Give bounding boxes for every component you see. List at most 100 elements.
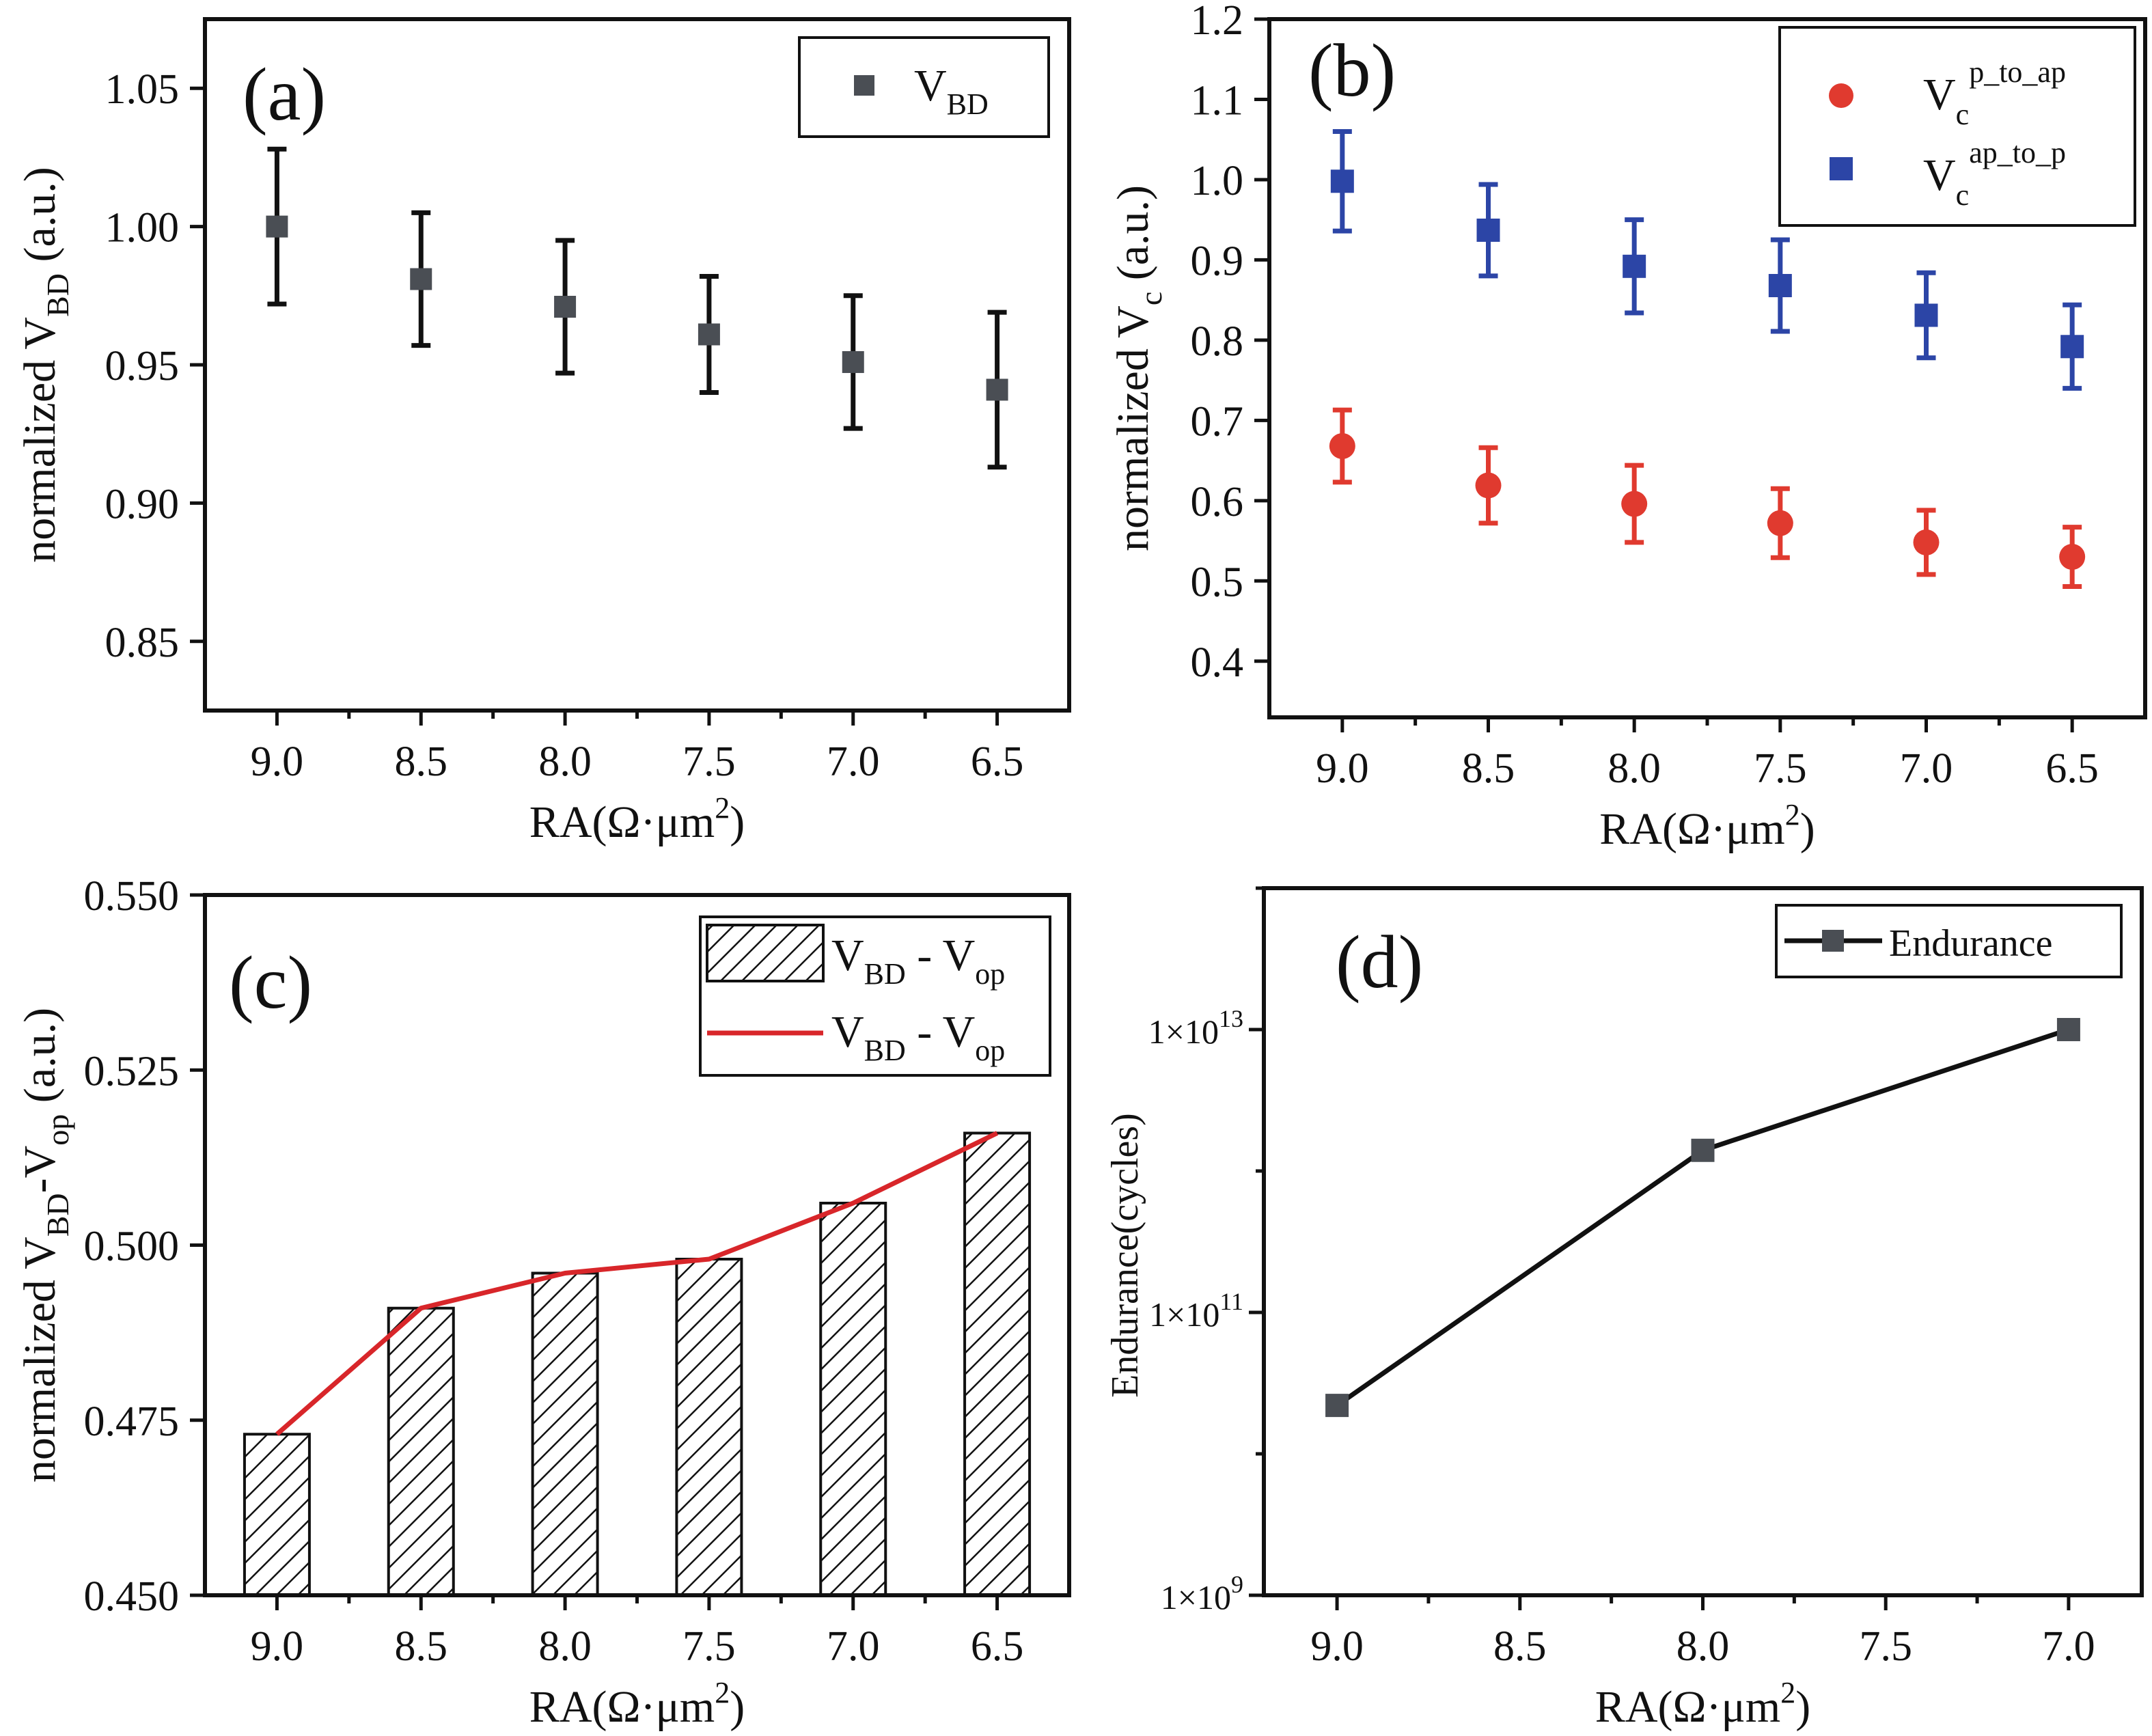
chart-panel-c: 9.0 8.5 8.0 7.5 7.0 6.5 0.450 0.475 0.500 0.525 0.… — [15, 873, 1071, 1732]
legend-marker-circle — [1829, 83, 1853, 108]
y-axis-title: normalized VBD-Vop (a.u.) — [15, 1008, 75, 1483]
x-tick-label: 8.5 — [395, 1623, 448, 1670]
x-axis-title: RA(Ω·μm2) — [529, 1676, 745, 1732]
y-axis-title-unit: (a.u.) — [1108, 185, 1158, 292]
x-axis-title-sup: 2 — [1785, 798, 1800, 831]
x-tick-label: 6.5 — [2045, 745, 2099, 792]
y-axis-title-sub: BD — [40, 273, 75, 317]
data-point-square — [1623, 254, 1646, 278]
y-tick-label: 1×1011 — [1149, 1288, 1243, 1334]
x-axis-title-text: RA(Ω·μm — [529, 797, 715, 847]
x-tick-label: 9.0 — [251, 1623, 304, 1670]
data-point-square — [1914, 303, 1938, 327]
y-tick-label: 0.7 — [1191, 398, 1244, 445]
y-tick-label: 0.5 — [1191, 559, 1244, 605]
data-point-square — [1325, 1394, 1349, 1418]
data-point-square — [1330, 169, 1354, 193]
data-point-circle — [1767, 510, 1793, 536]
y-axis-title-sub2: op — [40, 1114, 75, 1146]
y-tick-label-base: 1×10 — [1161, 1578, 1231, 1616]
y-tick-label-base: 1×10 — [1149, 1295, 1219, 1334]
y-tick-label: 1×109 — [1161, 1571, 1243, 1616]
legend-label-sub: BD — [864, 1034, 906, 1067]
y-axis-title: normalized Vc (a.u.) — [1108, 185, 1168, 551]
data-point-circle — [1475, 472, 1502, 499]
y-tick-label: 0.85 — [105, 620, 180, 666]
x-tick-label: 7.5 — [682, 739, 736, 785]
panel-label: (a) — [243, 53, 326, 136]
y-tick-label: 1.1 — [1191, 77, 1244, 124]
y-tick-label: 0.450 — [84, 1573, 180, 1620]
data-point-square — [842, 350, 864, 373]
x-tick-label: 7.5 — [1859, 1623, 1912, 1670]
series-line — [1336, 1027, 2070, 1407]
legend-label: VBD - Vop — [831, 1007, 1005, 1067]
y-tick-label: 0.475 — [84, 1399, 180, 1445]
x-axis-title-text: RA(Ω·μm — [1595, 1682, 1780, 1732]
y-axis-title-text2: -V — [15, 1146, 65, 1194]
y-tick-label: 1.00 — [105, 205, 180, 251]
legend-label-sup: ap_to_p — [1969, 136, 2066, 169]
x-tick-label: 8.5 — [1493, 1623, 1547, 1670]
data-point-square — [2056, 1018, 2080, 1041]
y-axis-title-unit: (a.u.) — [15, 167, 65, 273]
y-tick-label: 1×1013 — [1148, 1005, 1243, 1051]
legend-marker-hatch — [706, 924, 825, 982]
legend-label: Vc p_to_ap — [1923, 55, 2066, 131]
legend-label-sub2: op — [975, 957, 1005, 991]
x-tick-label: 7.0 — [827, 739, 880, 785]
y-tick-label: 1.05 — [105, 66, 180, 113]
legend-label: VBD — [914, 61, 989, 121]
x-axis-title-close: ) — [730, 1682, 745, 1732]
legend-label-text: V — [1923, 70, 1956, 120]
data-point-square — [986, 378, 1008, 401]
y-tick-label: 1.2 — [1191, 0, 1244, 44]
y-tick-label: 1.0 — [1191, 158, 1244, 204]
data-point-square — [2060, 335, 2084, 359]
x-tick-label: 7.0 — [2042, 1623, 2095, 1670]
y-tick-label: 0.9 — [1191, 238, 1244, 284]
y-tick-label-exp: 13 — [1219, 1005, 1243, 1032]
y-axis-title: Endurance(cycles) — [1104, 1113, 1146, 1398]
legend-label-text: V — [831, 931, 864, 980]
y-tick-label: 0.500 — [84, 1224, 180, 1270]
legend-label: Endurance — [1889, 922, 2052, 965]
panel-label: (c) — [229, 941, 312, 1024]
legend-label-rest: - V — [906, 931, 975, 980]
data-point-circle — [1913, 529, 1940, 555]
legend-marker-square — [1830, 157, 1853, 180]
y-tick-label: 0.525 — [84, 1048, 180, 1094]
chart-panel-b: 9.0 8.5 8.0 7.5 7.0 6.5 0.4 0.5 0.6 0.7 0.8 0.9 1.0 1… — [1108, 0, 2147, 854]
x-axis-title: RA(Ω·μm2) — [529, 791, 745, 847]
chart-panel-d: 9.0 8.5 8.0 7.5 7.01×1091×10111×1013Enduranc… — [1104, 886, 2144, 1732]
data-point-square — [698, 323, 720, 346]
x-tick-label: 6.5 — [971, 739, 1024, 785]
x-tick-label: 8.0 — [538, 1623, 592, 1670]
x-tick-label: 8.0 — [538, 739, 592, 785]
y-tick-label-base: 1×10 — [1148, 1012, 1219, 1051]
series-line — [275, 1131, 999, 1436]
y-tick-label: 0.550 — [84, 873, 180, 920]
y-tick-label: 0.95 — [105, 343, 180, 389]
data-point-square — [1691, 1138, 1715, 1162]
x-axis-title-text: RA(Ω·μm — [529, 1682, 715, 1732]
x-tick-label: 6.5 — [971, 1623, 1024, 1670]
y-axis-title-unit: (a.u.) — [15, 1008, 65, 1114]
legend-label: Vc ap_to_p — [1923, 136, 2066, 212]
x-axis-title-close: ) — [730, 797, 745, 847]
y-axis-title-text: normalized V — [15, 317, 65, 563]
y-tick-label: 0.8 — [1191, 318, 1244, 365]
y-tick-label-exp: 9 — [1231, 1571, 1243, 1598]
bar — [819, 1202, 887, 1597]
data-point-circle — [2059, 544, 2086, 570]
data-point-square — [1768, 274, 1792, 298]
y-axis-title-sub: BD — [40, 1193, 75, 1237]
bar — [675, 1258, 743, 1597]
data-point-square — [410, 268, 432, 290]
y-tick-label: 0.6 — [1191, 479, 1244, 525]
legend-marker-square — [854, 75, 874, 96]
x-tick-label: 8.5 — [395, 739, 448, 785]
data-point-circle — [1329, 432, 1355, 459]
legend-label-sub: c — [1956, 98, 1970, 131]
